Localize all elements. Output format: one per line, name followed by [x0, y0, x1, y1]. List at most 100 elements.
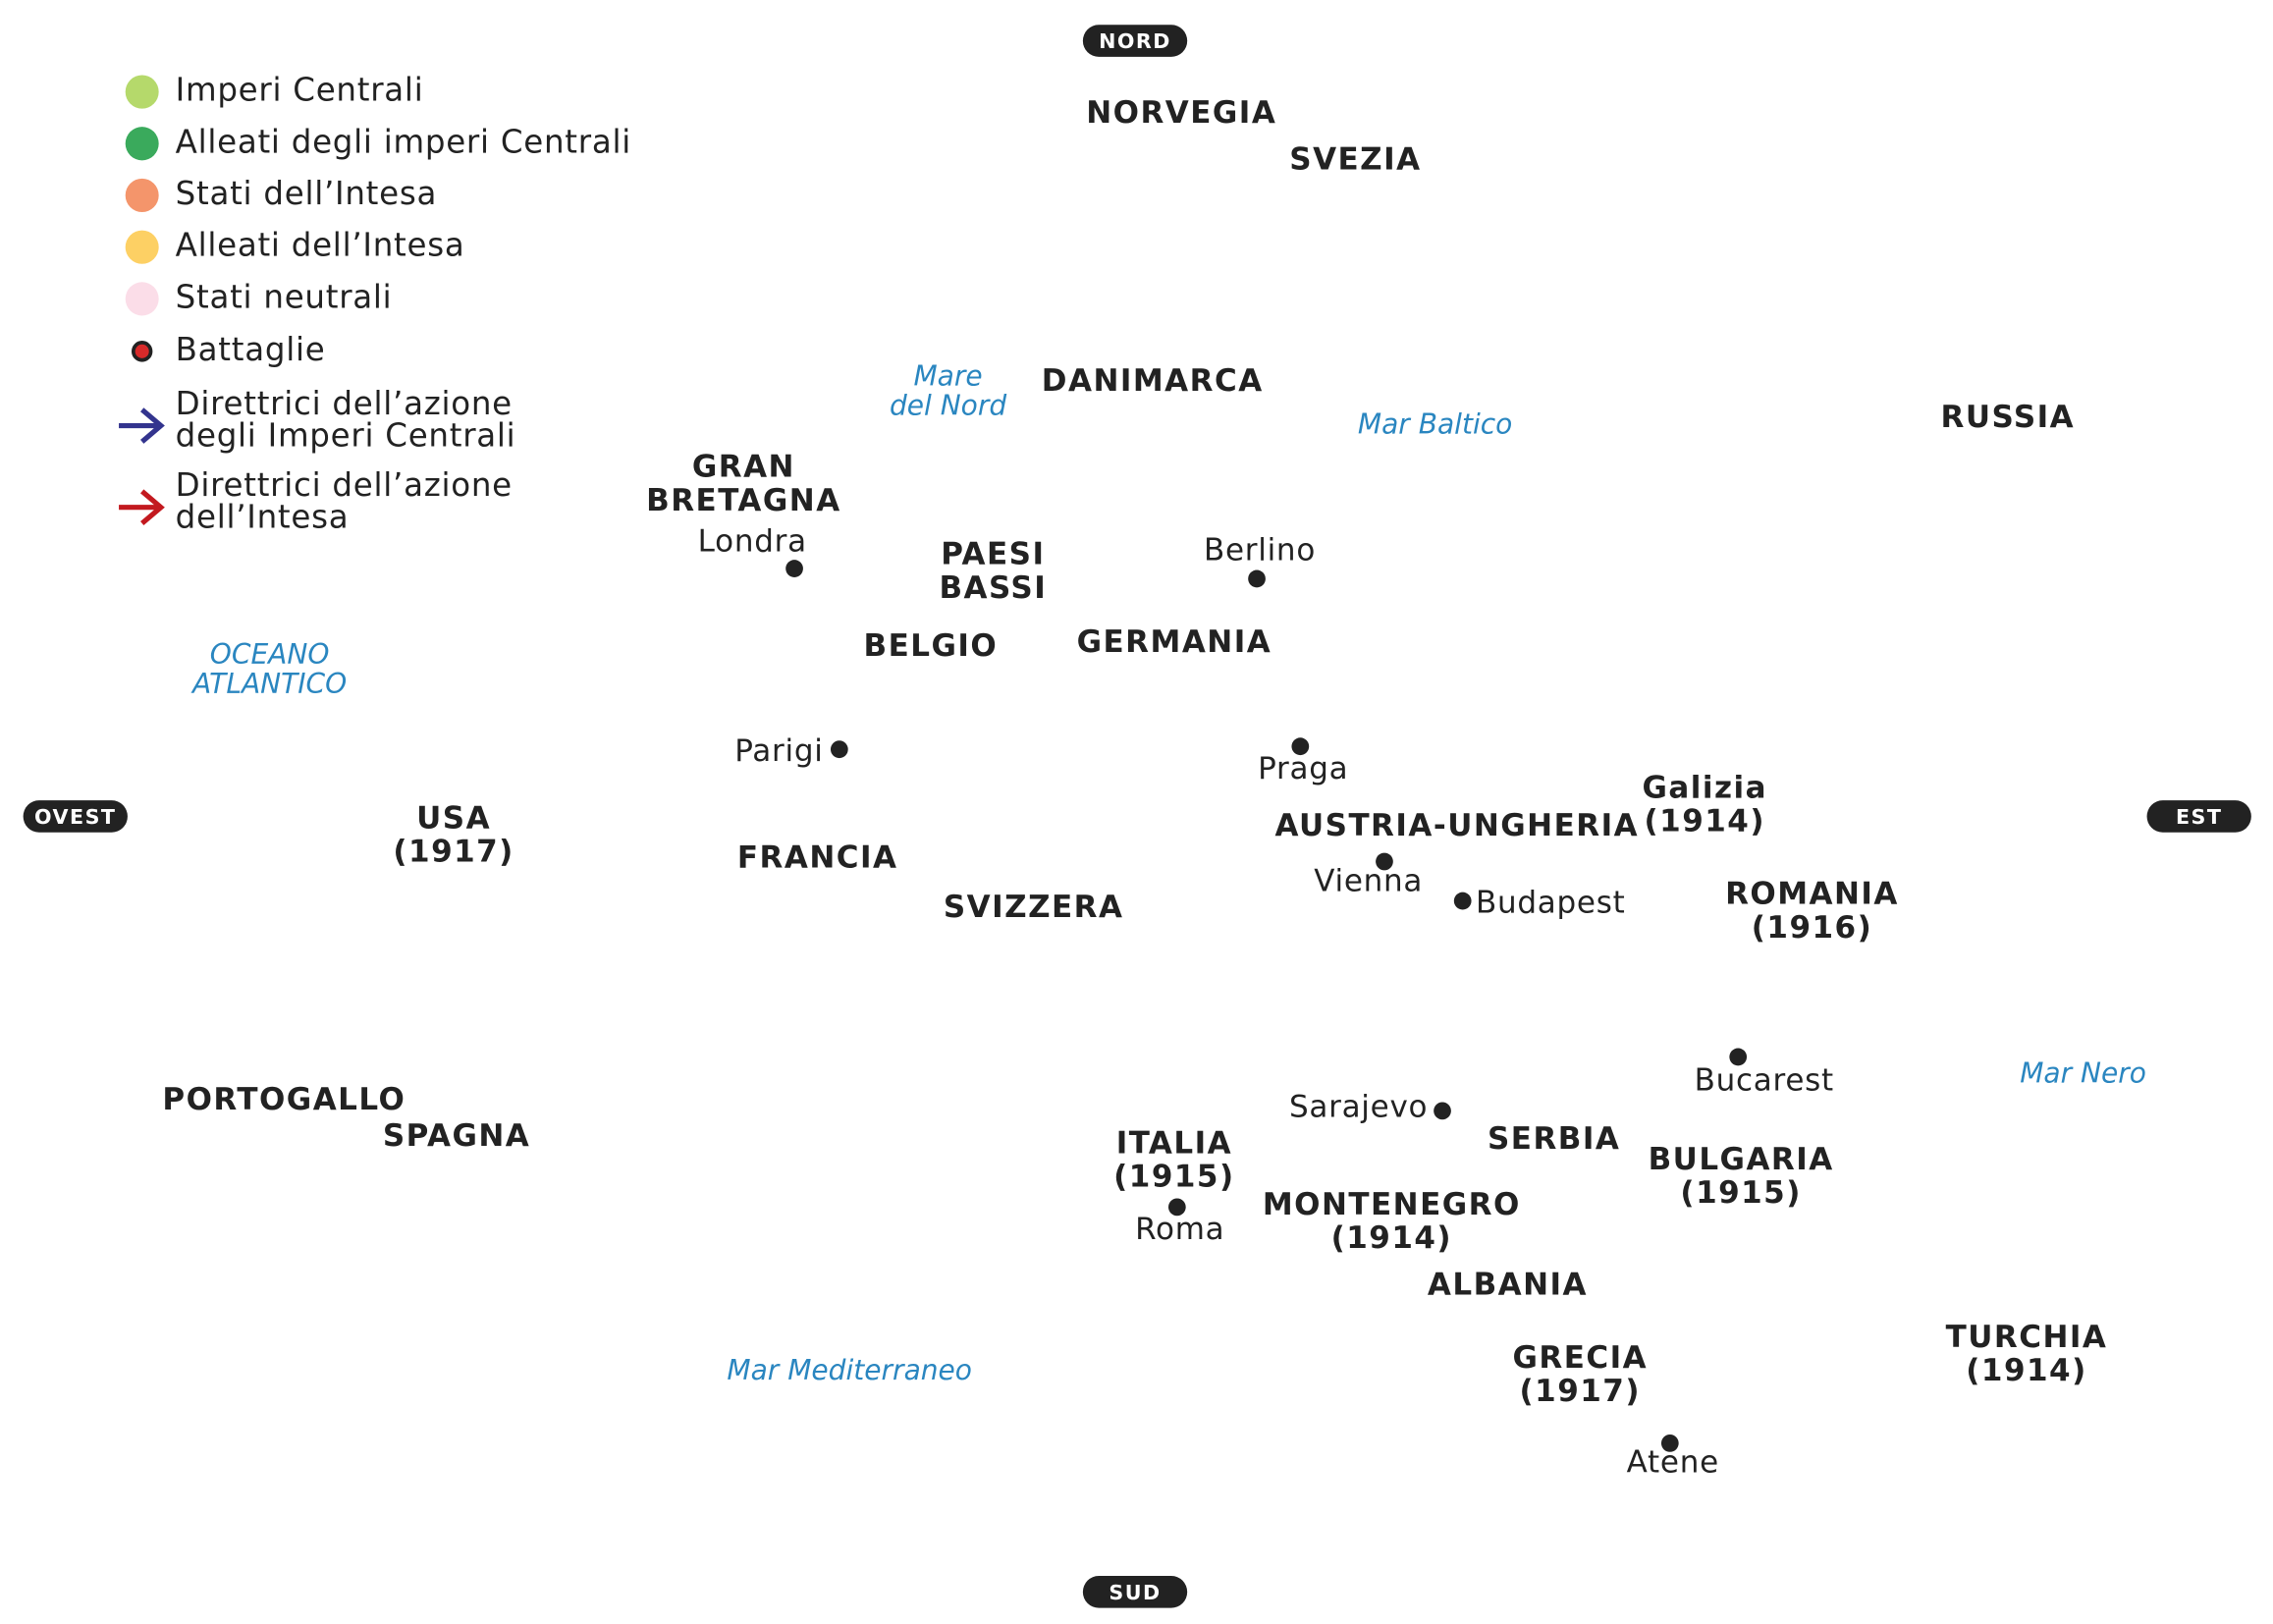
- country-label-line: SERBIA: [1488, 1121, 1620, 1157]
- legend-label: Stati dell’Intesa: [176, 175, 437, 212]
- city-dot: [1248, 569, 1266, 588]
- country-label: ITALIA (1915): [1113, 1125, 1234, 1194]
- legend-arrow-label-line: Direttrici dell’azione: [176, 466, 513, 504]
- country-label-line: PORTOGALLO: [162, 1082, 406, 1117]
- city-dot: [1434, 1102, 1451, 1120]
- country-label-line: ALBANIA: [1428, 1267, 1588, 1302]
- legend-arrow: [119, 489, 165, 526]
- country-label-line: (1914): [1645, 803, 1765, 839]
- country-label-line: BULGARIA: [1649, 1142, 1834, 1177]
- legend-arrow-label: Direttrici dell’azione dell’Intesa: [176, 466, 513, 536]
- sea-label-line: OCEANO: [210, 638, 330, 671]
- city-label: Parigi: [734, 733, 823, 769]
- country-label: SVIZZERA: [944, 890, 1124, 925]
- legend-arrow-label: Direttrici dell’azione degli Imperi Centr…: [176, 385, 516, 455]
- compass-label: OVEST: [34, 805, 116, 829]
- sea-label: Mar Baltico: [1358, 407, 1512, 440]
- legend-label: Battaglie: [176, 331, 326, 368]
- legend-swatch: [125, 75, 159, 109]
- compass-pill: [1082, 25, 1188, 57]
- country-label-line: (1916): [1752, 910, 1872, 946]
- sea-label: OCEANO ATLANTICO: [190, 638, 347, 700]
- legend-arrow-label-line: degli Imperi Centrali: [176, 416, 516, 454]
- city-label: Budapest: [1476, 885, 1626, 920]
- country-label: MONTENEGRO (1914): [1263, 1187, 1521, 1256]
- legend-label: Alleati dell’Intesa: [176, 227, 465, 264]
- country-label-line: ROMANIA: [1725, 877, 1899, 912]
- country-label-line: BASSI: [939, 570, 1047, 606]
- city-label: Vienna: [1314, 863, 1423, 898]
- country-label-line: USA: [416, 800, 491, 836]
- sea-label-line: Mar Nero: [2020, 1056, 2146, 1089]
- compass-label: SUD: [1109, 1581, 1161, 1604]
- compass-label: NORD: [1099, 29, 1171, 53]
- city-dot: [785, 560, 803, 577]
- city-dot: [1453, 892, 1472, 910]
- compass-pill: [23, 800, 128, 833]
- sea-label-line: Mar Mediterraneo: [727, 1354, 972, 1386]
- country-label-line: DANIMARCA: [1042, 363, 1264, 399]
- sea-label-line: ATLANTICO: [190, 668, 347, 700]
- country-label: USA (1917): [393, 800, 514, 869]
- country-label-line: FRANCIA: [737, 839, 898, 875]
- country-label: GRECIA (1917): [1512, 1340, 1648, 1409]
- country-label: TURCHIA (1914): [1946, 1320, 2108, 1388]
- country-label: GERMANIA: [1077, 624, 1272, 660]
- city-dot: [1729, 1048, 1748, 1066]
- country-label: SPAGNA: [383, 1118, 530, 1154]
- city-dot: [1167, 1198, 1186, 1217]
- sea-label-line: Mare: [913, 359, 982, 392]
- sea-label-line: Mar Baltico: [1358, 407, 1512, 440]
- compass-pill: [1082, 1576, 1188, 1608]
- city-dot: [830, 740, 848, 759]
- city-dot: [1291, 737, 1310, 756]
- sea-label: Mar Nero: [2020, 1056, 2146, 1089]
- country-label: Galizia (1914): [1642, 770, 1767, 839]
- legend-arrow-label-line: dell’Intesa: [176, 499, 350, 536]
- country-label: BELGIO: [863, 628, 998, 664]
- country-label: ROMANIA (1916): [1725, 877, 1899, 946]
- country-label: ALBANIA: [1428, 1267, 1588, 1302]
- city-dot: [1376, 852, 1393, 871]
- legend-label: Imperi Centrali: [176, 71, 424, 108]
- country-label-line: SVEZIA: [1289, 141, 1421, 177]
- legend-arrow: [119, 407, 165, 444]
- city-label: Atene: [1627, 1445, 1719, 1481]
- country-label-line: SPAGNA: [383, 1118, 530, 1154]
- country-label-line: GRECIA: [1512, 1340, 1648, 1376]
- legend-label: Stati neutrali: [176, 278, 393, 315]
- sea-label: Mare del Nord: [890, 359, 1006, 421]
- country-label-line: TURCHIA: [1946, 1320, 2108, 1355]
- country-label: DANIMARCA: [1042, 363, 1264, 399]
- country-label: FRANCIA: [737, 839, 898, 875]
- compass-label: EST: [2176, 805, 2223, 829]
- city-label: Praga: [1258, 751, 1348, 786]
- country-label-line: (1915): [1113, 1160, 1234, 1195]
- country-label-line: (1917): [393, 835, 514, 870]
- legend-swatch: [125, 230, 159, 264]
- country-label-line: (1914): [1966, 1353, 2086, 1388]
- country-label: AUSTRIA-UNGHERIA: [1275, 808, 1640, 843]
- country-label-line: RUSSIA: [1940, 400, 2075, 435]
- city-label: Sarajevo: [1289, 1089, 1428, 1124]
- city-label: Londra: [698, 523, 807, 559]
- country-label-line: GERMANIA: [1077, 624, 1272, 660]
- country-label: PAESI BASSI: [939, 537, 1047, 606]
- country-label-line: ITALIA: [1116, 1125, 1232, 1161]
- sea-label-line: del Nord: [890, 389, 1006, 421]
- compass-pill: [2146, 800, 2251, 833]
- sea-label: Mar Mediterraneo: [727, 1354, 972, 1386]
- city-label: Berlino: [1204, 532, 1316, 568]
- country-label-line: BELGIO: [863, 628, 998, 664]
- legend-battle-dot: [131, 341, 153, 362]
- country-label-line: (1915): [1680, 1175, 1801, 1211]
- city-label: Bucarest: [1695, 1063, 1834, 1099]
- country-label-line: SVIZZERA: [944, 890, 1124, 925]
- country-label: SVEZIA: [1289, 141, 1421, 177]
- country-label-line: AUSTRIA-UNGHERIA: [1275, 808, 1640, 843]
- country-label-line: MONTENEGRO: [1263, 1187, 1521, 1222]
- country-label-line: (1914): [1331, 1220, 1452, 1256]
- country-label: BULGARIA (1915): [1649, 1142, 1834, 1211]
